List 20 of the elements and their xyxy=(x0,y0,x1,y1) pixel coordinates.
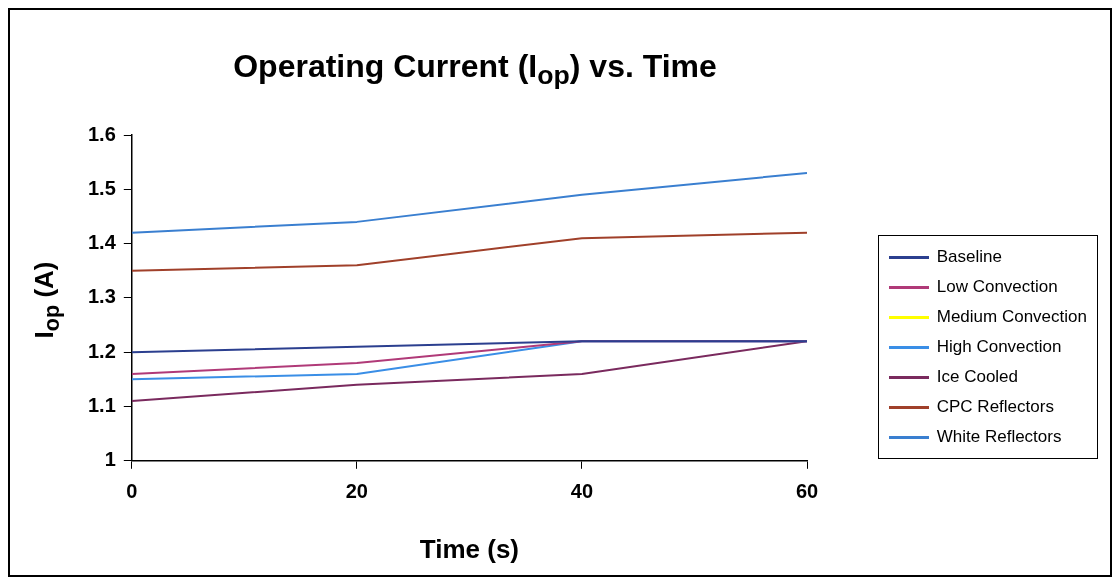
legend-label: Low Convection xyxy=(936,277,1058,297)
chart-title: Operating Current (I$_{op}$) vs. Time xyxy=(232,48,718,92)
legend-label: High Convection xyxy=(936,337,1062,357)
y-tick-label: 1.3 xyxy=(87,285,116,308)
y-tick-label: 1.2 xyxy=(87,339,116,362)
y-tick-label: 1.1 xyxy=(87,394,116,417)
legend-label: CPC Reflectors xyxy=(936,397,1054,417)
x-tick-label: 60 xyxy=(795,480,819,503)
x-tick-label: 0 xyxy=(126,480,138,503)
legend-label: Medium Convection xyxy=(936,307,1087,327)
y-tick-label: 1.4 xyxy=(87,231,117,254)
legend-label: Ice Cooled xyxy=(936,367,1019,387)
y-tick-label: 1.5 xyxy=(87,176,116,199)
legend-label: White Reflectors xyxy=(936,427,1062,447)
y-tick-label: 1.6 xyxy=(87,122,116,145)
x-tick-label: 40 xyxy=(570,480,594,503)
legend-label: Baseline xyxy=(936,247,1002,267)
x-tick-label: 20 xyxy=(345,480,368,503)
x-axis-title: Time (s) xyxy=(419,533,520,564)
y-tick-label: 1 xyxy=(104,448,116,471)
